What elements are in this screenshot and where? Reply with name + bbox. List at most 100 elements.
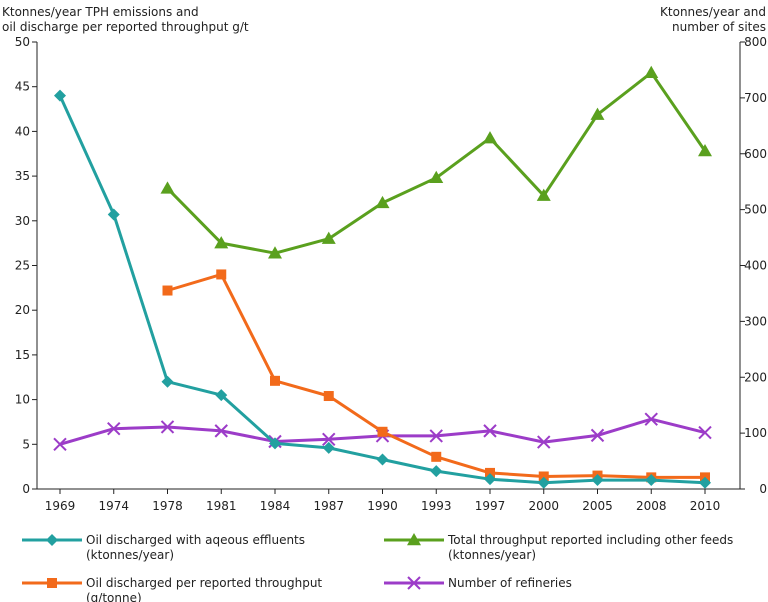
data-point — [484, 473, 496, 486]
series-1 — [162, 269, 710, 483]
legend-item: Oil discharged with aqeous effluents(kto… — [22, 533, 305, 562]
legend: Oil discharged with aqeous effluents(kto… — [22, 533, 733, 602]
data-point — [161, 375, 174, 388]
y-left-tick-label: 20 — [15, 303, 30, 317]
y-left-tick-label: 30 — [15, 214, 30, 228]
data-point — [321, 231, 336, 244]
data-point — [160, 420, 175, 434]
y-left-tick-label: 0 — [22, 482, 30, 496]
data-point — [53, 437, 67, 452]
y-right-title-line-1: Ktonnes/year and — [660, 5, 766, 19]
data-point — [537, 476, 550, 489]
data-point — [107, 208, 120, 221]
series-line — [167, 272, 705, 479]
legend-item: Number of refineries — [384, 576, 572, 590]
series-line — [166, 71, 707, 255]
y-right-tick-label: 200 — [744, 370, 767, 384]
y-right-tick-label: 600 — [744, 147, 767, 161]
legend-label: Oil discharged with aqeous effluents — [86, 533, 305, 547]
data-point — [216, 269, 227, 280]
axes: 0510152025303540455001002003004005006007… — [15, 35, 767, 513]
y-right-tick-label: 300 — [744, 314, 767, 328]
y-left-tick-label: 45 — [15, 80, 30, 94]
data-point — [268, 246, 282, 259]
y-right-tick-label: 700 — [744, 91, 767, 105]
data-point — [376, 453, 389, 466]
data-point — [429, 429, 443, 443]
data-point — [645, 474, 658, 487]
x-tick-label: 1984 — [260, 499, 291, 513]
data-point — [162, 285, 173, 296]
x-tick-label: 1978 — [152, 499, 183, 513]
legend-label-unit: (g/tonne) — [86, 591, 142, 602]
legend-swatch-marker — [407, 576, 421, 590]
y-left-tick-label: 5 — [22, 437, 30, 451]
series-line — [58, 94, 706, 485]
data-point — [536, 188, 551, 201]
legend-swatch-marker — [407, 533, 421, 546]
data-point — [377, 426, 388, 437]
x-tick-label: 2005 — [582, 499, 613, 513]
y-left-tick-label: 35 — [15, 169, 30, 183]
series-0 — [54, 89, 711, 489]
legend-item: Total throughput reported including othe… — [384, 533, 733, 562]
data-point — [269, 437, 281, 450]
data-point — [538, 471, 549, 482]
legend-label: Oil discharged per reported throughput — [86, 576, 322, 590]
legend-label-unit: (ktonnes/year) — [448, 548, 536, 562]
data-point — [107, 421, 121, 436]
x-tick-label: 1993 — [421, 499, 452, 513]
data-point — [214, 424, 228, 438]
y-right-tick-label: 500 — [744, 203, 767, 217]
x-tick-label: 1990 — [367, 499, 398, 513]
y-right-tick-label: 400 — [744, 259, 767, 273]
data-point — [590, 428, 605, 443]
y-left-tick-label: 50 — [15, 35, 30, 49]
x-tick-label: 1997 — [475, 499, 506, 513]
data-point — [322, 441, 335, 454]
x-tick-label: 1974 — [98, 499, 129, 513]
x-tick-label: 2008 — [636, 499, 667, 513]
legend-label-unit: (ktonnes/year) — [86, 548, 174, 562]
data-point — [430, 465, 443, 478]
data-point — [591, 474, 604, 487]
data-point — [270, 375, 280, 386]
series-2 — [160, 65, 712, 259]
data-point — [375, 195, 390, 209]
data-point — [590, 107, 605, 120]
data-point — [485, 467, 495, 478]
y-right-tick-label: 800 — [744, 35, 767, 49]
x-tick-label: 1987 — [313, 499, 344, 513]
legend-label: Total throughput reported including othe… — [447, 533, 733, 547]
data-point — [54, 89, 66, 102]
series-layer — [53, 65, 712, 489]
y-left-title-line-2: oil discharge per reported throughput g/… — [2, 20, 249, 34]
data-point — [644, 65, 659, 78]
y-left-tick-label: 15 — [15, 348, 30, 362]
legend-swatch-marker — [46, 534, 58, 546]
data-point — [429, 170, 444, 184]
data-point — [699, 476, 711, 489]
x-tick-label: 1981 — [206, 499, 237, 513]
legend-label: Number of refineries — [448, 576, 572, 590]
data-point — [483, 424, 497, 438]
data-point — [483, 131, 497, 144]
x-tick-label: 1969 — [45, 499, 76, 513]
y-left-tick-label: 10 — [15, 393, 30, 407]
data-point — [698, 143, 712, 157]
data-point — [160, 181, 175, 194]
legend-swatch-marker — [47, 578, 57, 588]
data-point — [215, 389, 228, 402]
y-left-tick-label: 25 — [15, 259, 30, 273]
y-right-title-line-2: number of sites — [672, 20, 766, 34]
legend-item: Oil discharged per reported throughput(g… — [22, 576, 322, 602]
data-point — [644, 412, 658, 426]
x-tick-label: 2010 — [690, 499, 721, 513]
data-point — [431, 451, 442, 462]
y-left-title-line-1: Ktonnes/year TPH emissions and — [2, 5, 199, 19]
axis-titles: Ktonnes/year TPH emissions and oil disch… — [2, 5, 766, 34]
data-point — [698, 425, 712, 440]
x-tick-label: 2000 — [528, 499, 559, 513]
data-point — [214, 236, 229, 249]
